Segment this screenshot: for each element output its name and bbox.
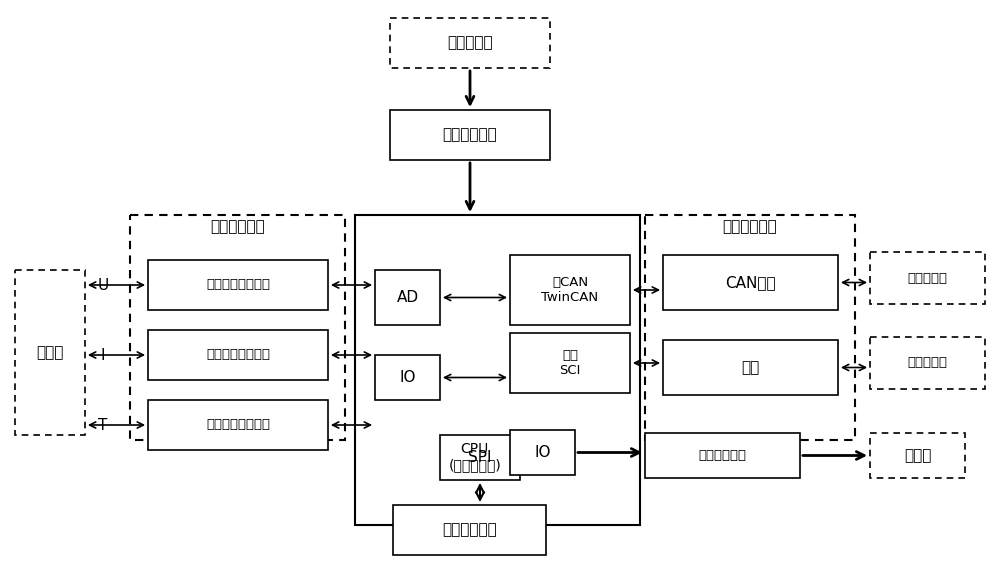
Bar — [375, 355, 440, 400]
Bar — [148, 400, 328, 450]
Bar — [663, 340, 838, 395]
Bar — [15, 270, 85, 435]
Text: SPI: SPI — [468, 450, 492, 465]
Text: 串口
SCI: 串口 SCI — [559, 349, 581, 377]
Text: IO: IO — [534, 445, 551, 460]
Text: 温度检测调理电路: 温度检测调理电路 — [206, 419, 270, 431]
Text: AD: AD — [396, 290, 419, 305]
Bar — [663, 255, 838, 310]
Bar — [645, 433, 800, 478]
Bar — [645, 215, 855, 440]
Bar — [440, 435, 520, 480]
Bar — [375, 270, 440, 325]
Bar — [870, 337, 985, 389]
Text: 双CAN
TwinCAN: 双CAN TwinCAN — [541, 276, 599, 304]
Text: I: I — [101, 348, 105, 363]
Text: 数据采集单元: 数据采集单元 — [210, 220, 265, 235]
Bar — [148, 330, 328, 380]
Bar — [355, 215, 640, 525]
Bar — [390, 110, 550, 160]
Text: 电流检测调理电路: 电流检测调理电路 — [206, 348, 270, 362]
Text: T: T — [98, 418, 108, 432]
Bar — [510, 430, 575, 475]
Bar — [870, 433, 965, 478]
Bar — [390, 18, 550, 68]
Text: 继电器: 继电器 — [904, 448, 931, 463]
Bar — [510, 333, 630, 393]
Bar — [870, 252, 985, 304]
Text: 底盘蓄电池: 底盘蓄电池 — [447, 35, 493, 50]
Text: 供电电路单元: 供电电路单元 — [443, 128, 497, 142]
Text: CAN总线: CAN总线 — [725, 275, 776, 290]
Text: 控制计算机: 控制计算机 — [908, 272, 948, 284]
Bar — [510, 255, 630, 325]
Bar — [130, 215, 345, 440]
Bar — [148, 260, 328, 310]
Text: U: U — [97, 277, 109, 292]
Text: 驱动控制单元: 驱动控制单元 — [698, 449, 746, 462]
Text: 个人计算机: 个人计算机 — [908, 356, 948, 370]
Text: 数据通信单元: 数据通信单元 — [723, 220, 777, 235]
Text: 蓄电池: 蓄电池 — [36, 345, 64, 360]
Bar — [393, 505, 546, 555]
Text: CPU
(中央处理器): CPU (中央处理器) — [448, 442, 501, 472]
Text: 串口: 串口 — [741, 360, 760, 375]
Text: IO: IO — [399, 370, 416, 385]
Text: 电压检测调理电路: 电压检测调理电路 — [206, 279, 270, 292]
Text: 数据存储单元: 数据存储单元 — [442, 522, 497, 538]
